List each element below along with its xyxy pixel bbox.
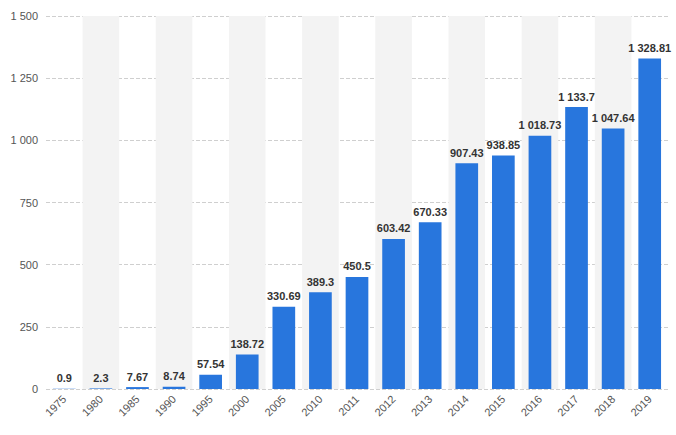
svg-text:8.74: 8.74 — [163, 370, 185, 382]
svg-text:250: 250 — [20, 321, 38, 333]
svg-text:1990: 1990 — [153, 393, 179, 419]
svg-text:1975: 1975 — [43, 393, 69, 419]
svg-text:2010: 2010 — [299, 393, 325, 419]
svg-text:603.42: 603.42 — [377, 222, 411, 234]
svg-text:57.54: 57.54 — [197, 358, 225, 370]
svg-text:907.43: 907.43 — [450, 147, 484, 159]
svg-text:1 018.73: 1 018.73 — [519, 119, 562, 131]
svg-text:750: 750 — [20, 197, 38, 209]
svg-text:1 250: 1 250 — [10, 72, 38, 84]
svg-text:1980: 1980 — [79, 393, 105, 419]
svg-text:7.67: 7.67 — [127, 371, 148, 383]
svg-text:938.85: 938.85 — [487, 139, 521, 151]
svg-text:2014: 2014 — [445, 393, 471, 419]
svg-text:2012: 2012 — [372, 393, 398, 419]
svg-text:1 047.64: 1 047.64 — [592, 112, 636, 124]
svg-text:2000: 2000 — [226, 393, 252, 419]
svg-text:2017: 2017 — [555, 393, 581, 419]
svg-text:500: 500 — [20, 259, 38, 271]
svg-text:2013: 2013 — [409, 393, 435, 419]
svg-text:2011: 2011 — [336, 393, 361, 418]
svg-text:2018: 2018 — [592, 393, 618, 419]
svg-text:389.3: 389.3 — [307, 276, 335, 288]
svg-text:1 500: 1 500 — [10, 10, 38, 22]
svg-text:670.33: 670.33 — [413, 206, 447, 218]
svg-text:1985: 1985 — [116, 393, 142, 419]
svg-text:2015: 2015 — [482, 393, 508, 419]
svg-text:1 328.81: 1 328.81 — [628, 42, 671, 54]
svg-text:1 133.7: 1 133.7 — [558, 91, 595, 103]
svg-text:2019: 2019 — [628, 393, 654, 419]
svg-text:0.9: 0.9 — [57, 372, 72, 384]
svg-text:1995: 1995 — [189, 393, 215, 419]
svg-text:2005: 2005 — [262, 393, 288, 419]
svg-text:330.69: 330.69 — [267, 290, 301, 302]
svg-text:138.72: 138.72 — [230, 338, 264, 350]
svg-text:2016: 2016 — [518, 393, 544, 419]
svg-text:450.5: 450.5 — [343, 260, 371, 272]
svg-text:0: 0 — [32, 383, 38, 395]
svg-text:1 000: 1 000 — [10, 134, 38, 146]
svg-text:2.3: 2.3 — [93, 372, 108, 384]
